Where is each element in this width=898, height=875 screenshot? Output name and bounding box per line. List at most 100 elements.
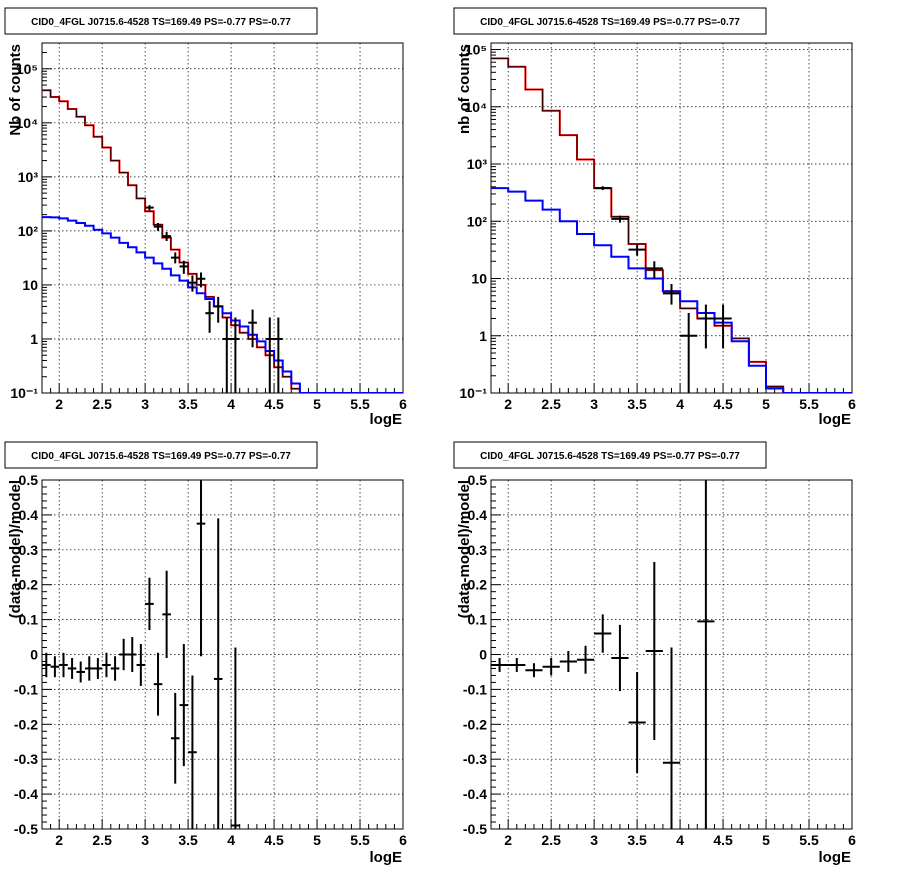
chart-title: CID0_4FGL J0715.6-4528 TS=169.49 PS=-0.7… — [480, 451, 740, 462]
data-point — [102, 652, 111, 678]
y-axis: -0.5 -0.4 -0.3 -0.2 -0.1 0 0.1 0.2 0.3 0.4 0.5 — [463, 472, 501, 837]
data-point — [645, 261, 663, 279]
data-point — [110, 656, 120, 681]
data-point — [714, 304, 732, 349]
data-point — [179, 260, 189, 274]
y-axis-title: nb of counts — [456, 44, 473, 134]
data-point — [213, 518, 223, 829]
y-tick-label: 1 — [30, 331, 38, 347]
data-point — [213, 296, 223, 323]
y-tick-label: -0.3 — [463, 751, 487, 767]
data-point — [662, 647, 681, 829]
y-tick-label: 0.5 — [19, 472, 39, 488]
y-axis-title: (data-model)/model — [456, 480, 473, 618]
y-tick-label: 0.1 — [468, 612, 488, 628]
data-point — [662, 284, 681, 305]
pad-title-box — [453, 441, 767, 469]
y-tick-label: 10⁵ — [16, 61, 38, 77]
x-tick-label: 5.5 — [350, 832, 370, 848]
x-tick-label: 5 — [313, 832, 321, 848]
y-tick-label: -0.2 — [463, 716, 487, 732]
x-tick-label: 2 — [55, 832, 63, 848]
series-line-0 — [42, 89, 403, 393]
series-line-0 — [491, 57, 852, 393]
data-point — [196, 480, 206, 657]
x-tick-label: 2 — [55, 396, 63, 412]
data-point — [628, 671, 646, 774]
data-point — [525, 663, 543, 678]
x-tick-label: 2.5 — [92, 396, 112, 412]
x-axis-title: logE — [370, 849, 403, 866]
x-tick-label: 4 — [227, 832, 235, 848]
y-tick-label: 10⁴ — [16, 115, 39, 131]
plot-area — [42, 89, 403, 393]
data-point — [697, 480, 715, 829]
y-tick-label: 0.1 — [19, 612, 39, 628]
y-tick-label: -0.1 — [463, 681, 487, 697]
data-point — [119, 638, 128, 671]
y-tick-label: 10⁻¹ — [10, 385, 38, 401]
plot-area — [42, 480, 240, 829]
x-tick-label: 3.5 — [178, 832, 198, 848]
pad-counts-right: CID0_4FGL J0715.6-4528 TS=169.49 PS=-0.7… — [453, 7, 856, 428]
x-tick-label: 4 — [676, 832, 684, 848]
x-tick-label: 2.5 — [541, 832, 561, 848]
y-tick-label: 10⁻¹ — [459, 385, 487, 401]
y-tick-label: -0.4 — [14, 786, 38, 802]
series-line-2 — [491, 187, 852, 393]
x-tick-label: 2.5 — [92, 832, 112, 848]
x-tick-label: 3.5 — [627, 396, 647, 412]
series-line-1 — [491, 58, 852, 393]
data-point — [59, 652, 68, 678]
data-point — [542, 657, 560, 676]
grid — [491, 43, 853, 394]
y-tick-label: -0.5 — [463, 821, 487, 837]
y-tick-label: 10⁴ — [465, 99, 488, 115]
x-axis-title: logE — [819, 849, 852, 866]
data-point — [680, 312, 698, 393]
data-point — [611, 624, 629, 692]
y-axis: -0.5 -0.4 -0.3 -0.2 -0.1 0 0.1 0.2 0.3 0.4 0.5 — [14, 472, 52, 837]
pad-residual-left: CID0_4FGL J0715.6-4528 TS=169.49 PS=-0.7… — [4, 441, 407, 866]
data-point — [188, 275, 197, 292]
y-axis: 10⁻¹ 1 10 10² 10³ 10⁴ 10⁵ — [10, 42, 52, 401]
data-point — [645, 562, 663, 741]
y-tick-label: 10² — [467, 213, 488, 229]
data-point — [93, 657, 103, 679]
data-point — [42, 652, 51, 678]
data-point — [594, 614, 612, 653]
y-tick-label: 10³ — [467, 156, 488, 172]
data-point — [576, 645, 595, 674]
x-tick-label: 6 — [399, 832, 407, 848]
x-tick-label: 4.5 — [264, 396, 284, 412]
plot-frame — [490, 42, 853, 394]
y-tick-label: 1 — [479, 328, 487, 344]
x-tick-label: 5.5 — [350, 396, 370, 412]
data-point — [248, 309, 257, 348]
y-tick-label: 0.5 — [468, 472, 488, 488]
plot-area — [491, 57, 852, 393]
y-tick-label: 0 — [30, 647, 38, 663]
x-tick-label: 3.5 — [627, 832, 647, 848]
data-point — [162, 570, 171, 658]
x-tick-label: 4.5 — [264, 832, 284, 848]
x-tick-label: 4.5 — [713, 396, 733, 412]
data-point — [697, 304, 715, 349]
y-tick-label: 0.3 — [468, 542, 488, 558]
y-tick-label: 0.4 — [19, 507, 39, 523]
data-point — [231, 647, 240, 829]
y-tick-label: -0.3 — [14, 751, 38, 767]
data-point — [136, 644, 146, 686]
data-point — [145, 205, 154, 211]
x-axis: 2 2.5 3 3.5 4 4.5 5 5.5 6 — [41, 383, 407, 412]
x-tick-label: 5 — [313, 396, 321, 412]
x-tick-label: 5.5 — [799, 832, 819, 848]
x-tick-label: 3.5 — [178, 396, 198, 412]
x-tick-label: 2 — [504, 832, 512, 848]
x-axis-title: logE — [370, 411, 403, 428]
data-point — [196, 272, 206, 288]
x-tick-label: 6 — [848, 832, 856, 848]
data-point — [153, 652, 163, 716]
x-tick-label: 3 — [141, 396, 149, 412]
